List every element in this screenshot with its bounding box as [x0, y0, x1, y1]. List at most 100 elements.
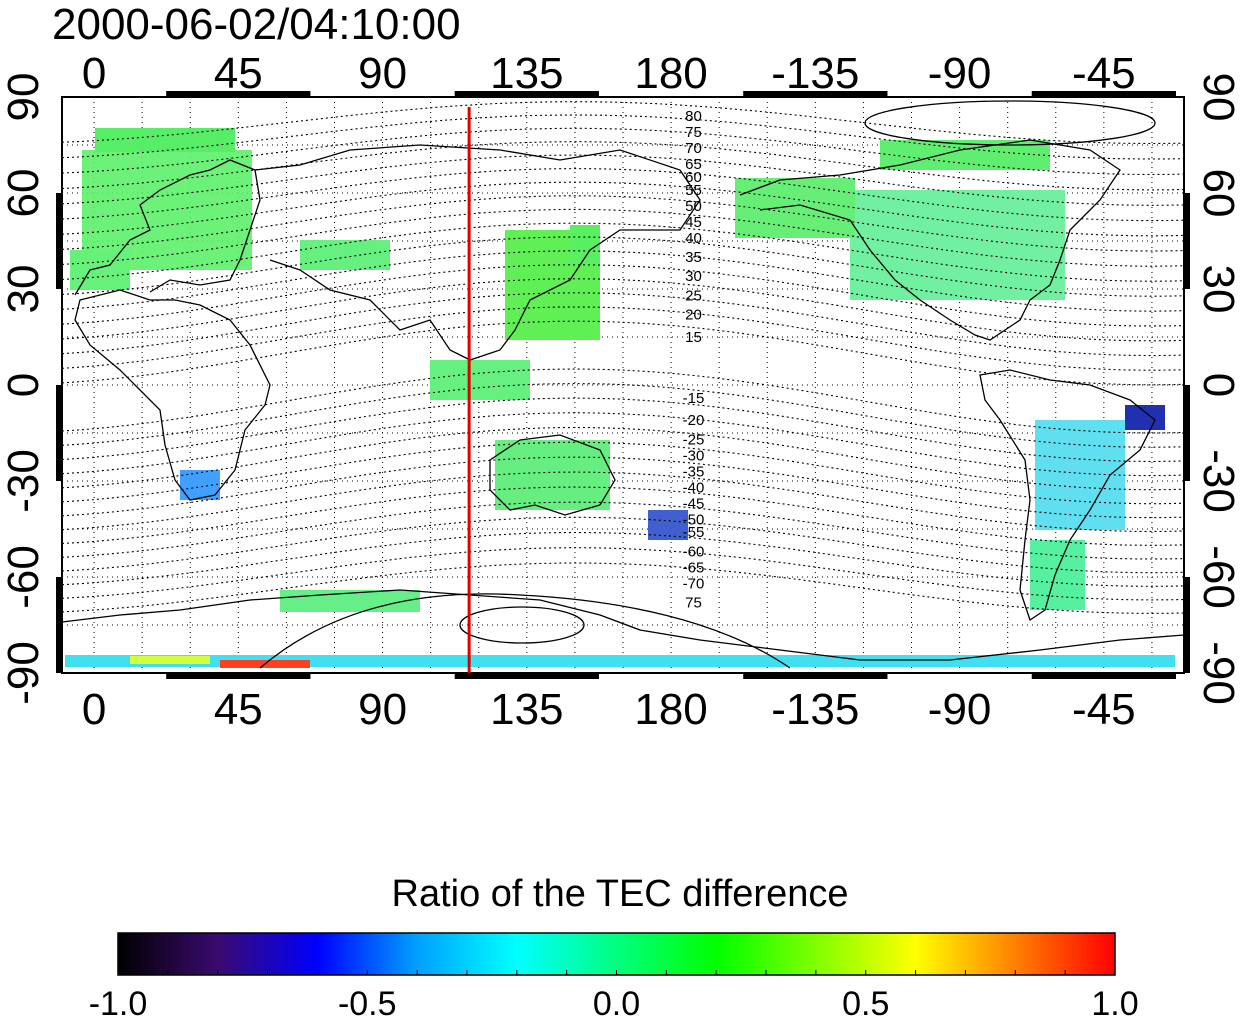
- magnetic-contour-line: [62, 397, 1184, 463]
- right-lat-label: 90: [1194, 73, 1240, 122]
- border-bar-bottom: [1031, 673, 1176, 679]
- contour-label: 75: [685, 595, 702, 612]
- tec-patch-north-america: [850, 190, 1065, 300]
- contour-label: -50: [683, 511, 705, 528]
- colorbar-tick-label: -0.5: [337, 985, 397, 1023]
- contour-label: 75: [685, 124, 702, 141]
- contour-label: 30: [685, 268, 702, 285]
- bottom-lon-label: 90: [358, 685, 407, 734]
- tec-patch-antarctic-yellow: [130, 656, 210, 664]
- contour-label: 65: [685, 156, 702, 173]
- right-lat-label: 30: [1194, 265, 1240, 314]
- left-lat-label: -30: [0, 449, 48, 513]
- contour-label: 55: [685, 182, 702, 199]
- coastline-south-america: [979, 369, 1156, 622]
- contour-label: 25: [685, 287, 702, 304]
- map-border-bars: [56, 91, 1190, 679]
- tec-patch-japan: [570, 225, 600, 265]
- top-lon-label: -45: [1072, 49, 1136, 98]
- tec-patch-indonesia: [430, 360, 530, 400]
- bottom-lon-label: 180: [634, 685, 707, 734]
- top-lon-label: -90: [928, 49, 992, 98]
- tec-patch-south-america: [1035, 420, 1125, 530]
- contour-label: -70: [683, 575, 705, 592]
- north-magnetic-pole-oval: [864, 100, 1156, 146]
- left-lat-label: -60: [0, 545, 48, 609]
- magnetic-contour-line: [62, 306, 1184, 371]
- border-bar-bottom: [454, 673, 599, 679]
- contour-label: -25: [683, 431, 705, 448]
- border-bar-bottom: [166, 673, 311, 679]
- colorbar-tick-label: -1.0: [88, 985, 148, 1023]
- colorbar-tick-label: 0.5: [842, 985, 890, 1023]
- coastlines: [62, 139, 1184, 661]
- top-lon-label: -135: [771, 49, 859, 98]
- magnetic-contour-line: [62, 168, 1184, 222]
- axis-labels: 0045459090135135180180-135-135-90-90-45-…: [0, 49, 1240, 734]
- contour-label: 20: [685, 307, 702, 324]
- magnetic-pole-ovals: [259, 100, 1156, 669]
- contour-label: 50: [685, 198, 702, 215]
- contour-label: -30: [683, 447, 705, 464]
- magnetic-contour-line: [62, 368, 1184, 434]
- border-bar-top: [454, 91, 599, 97]
- colorbar-tick-label: 1.0: [1091, 985, 1139, 1023]
- border-bar-bottom: [743, 673, 888, 679]
- magnetic-contour-line: [62, 320, 1184, 386]
- border-bar-left: [56, 193, 62, 289]
- contour-label: 35: [685, 249, 702, 266]
- colorbar: [117, 932, 1116, 976]
- tec-patch-west-asia: [300, 240, 390, 270]
- bottom-lon-label: -90: [928, 685, 992, 734]
- right-lat-label: 0: [1194, 373, 1240, 397]
- border-bar-right: [1184, 385, 1190, 481]
- left-lat-label: 60: [0, 169, 48, 218]
- border-bar-right: [1184, 577, 1190, 673]
- magnetic-contour-line: [62, 486, 1184, 546]
- magnetic-contour-line: [62, 501, 1184, 560]
- top-lon-label: 0: [82, 49, 106, 98]
- colorbar-ticks: [117, 970, 1116, 975]
- contour-label: -40: [683, 479, 705, 496]
- right-lat-label: -90: [1194, 641, 1240, 705]
- contour-label: -55: [683, 524, 705, 541]
- border-bar-top: [743, 91, 888, 97]
- right-lat-label: -30: [1194, 449, 1240, 513]
- bottom-lon-label: 45: [214, 685, 263, 734]
- magnetic-contour-line: [62, 412, 1184, 477]
- contour-labels: 8075706560555045403530252015-15-20-25-30…: [683, 108, 705, 611]
- tec-patch-patagonia: [1030, 540, 1085, 610]
- colorbar-tick-label: 0.0: [592, 985, 641, 1023]
- tec-patch-brazil-east: [1125, 405, 1165, 430]
- contour-label: -65: [683, 559, 705, 576]
- coastline-africa: [74, 289, 271, 501]
- contour-label: 40: [685, 230, 702, 247]
- left-lat-label: 30: [0, 265, 48, 314]
- tec-data-patches: [65, 128, 1175, 668]
- south-auroral-arc: [259, 593, 791, 669]
- magnetic-contour-line: [62, 181, 1184, 237]
- magnetic-contour-line: [62, 278, 1184, 342]
- south-magnetic-pole-oval: [459, 606, 585, 644]
- top-lon-label: 180: [634, 49, 707, 98]
- contour-label: 45: [685, 214, 702, 231]
- bottom-lon-label: -135: [771, 685, 859, 734]
- magnetic-contour-line: [62, 292, 1184, 357]
- border-bar-left: [56, 577, 62, 673]
- tec-patch-australia: [495, 440, 610, 510]
- coastline-europe: [74, 159, 261, 296]
- contour-label: 60: [685, 169, 702, 186]
- magnetic-contour-line: [62, 547, 1184, 601]
- contour-label: -45: [683, 495, 705, 512]
- coastline-antarctica: [62, 589, 1184, 661]
- contour-label: -20: [683, 412, 705, 429]
- tec-patch-antarctic-band: [65, 655, 1175, 667]
- top-lon-label: 90: [358, 49, 407, 98]
- right-lat-label: -60: [1194, 545, 1240, 609]
- tec-patch-alaska: [735, 178, 855, 238]
- coastline-australia: [489, 434, 616, 516]
- magnetic-contour-line: [62, 531, 1184, 587]
- tec-patch-europe-west: [70, 250, 130, 290]
